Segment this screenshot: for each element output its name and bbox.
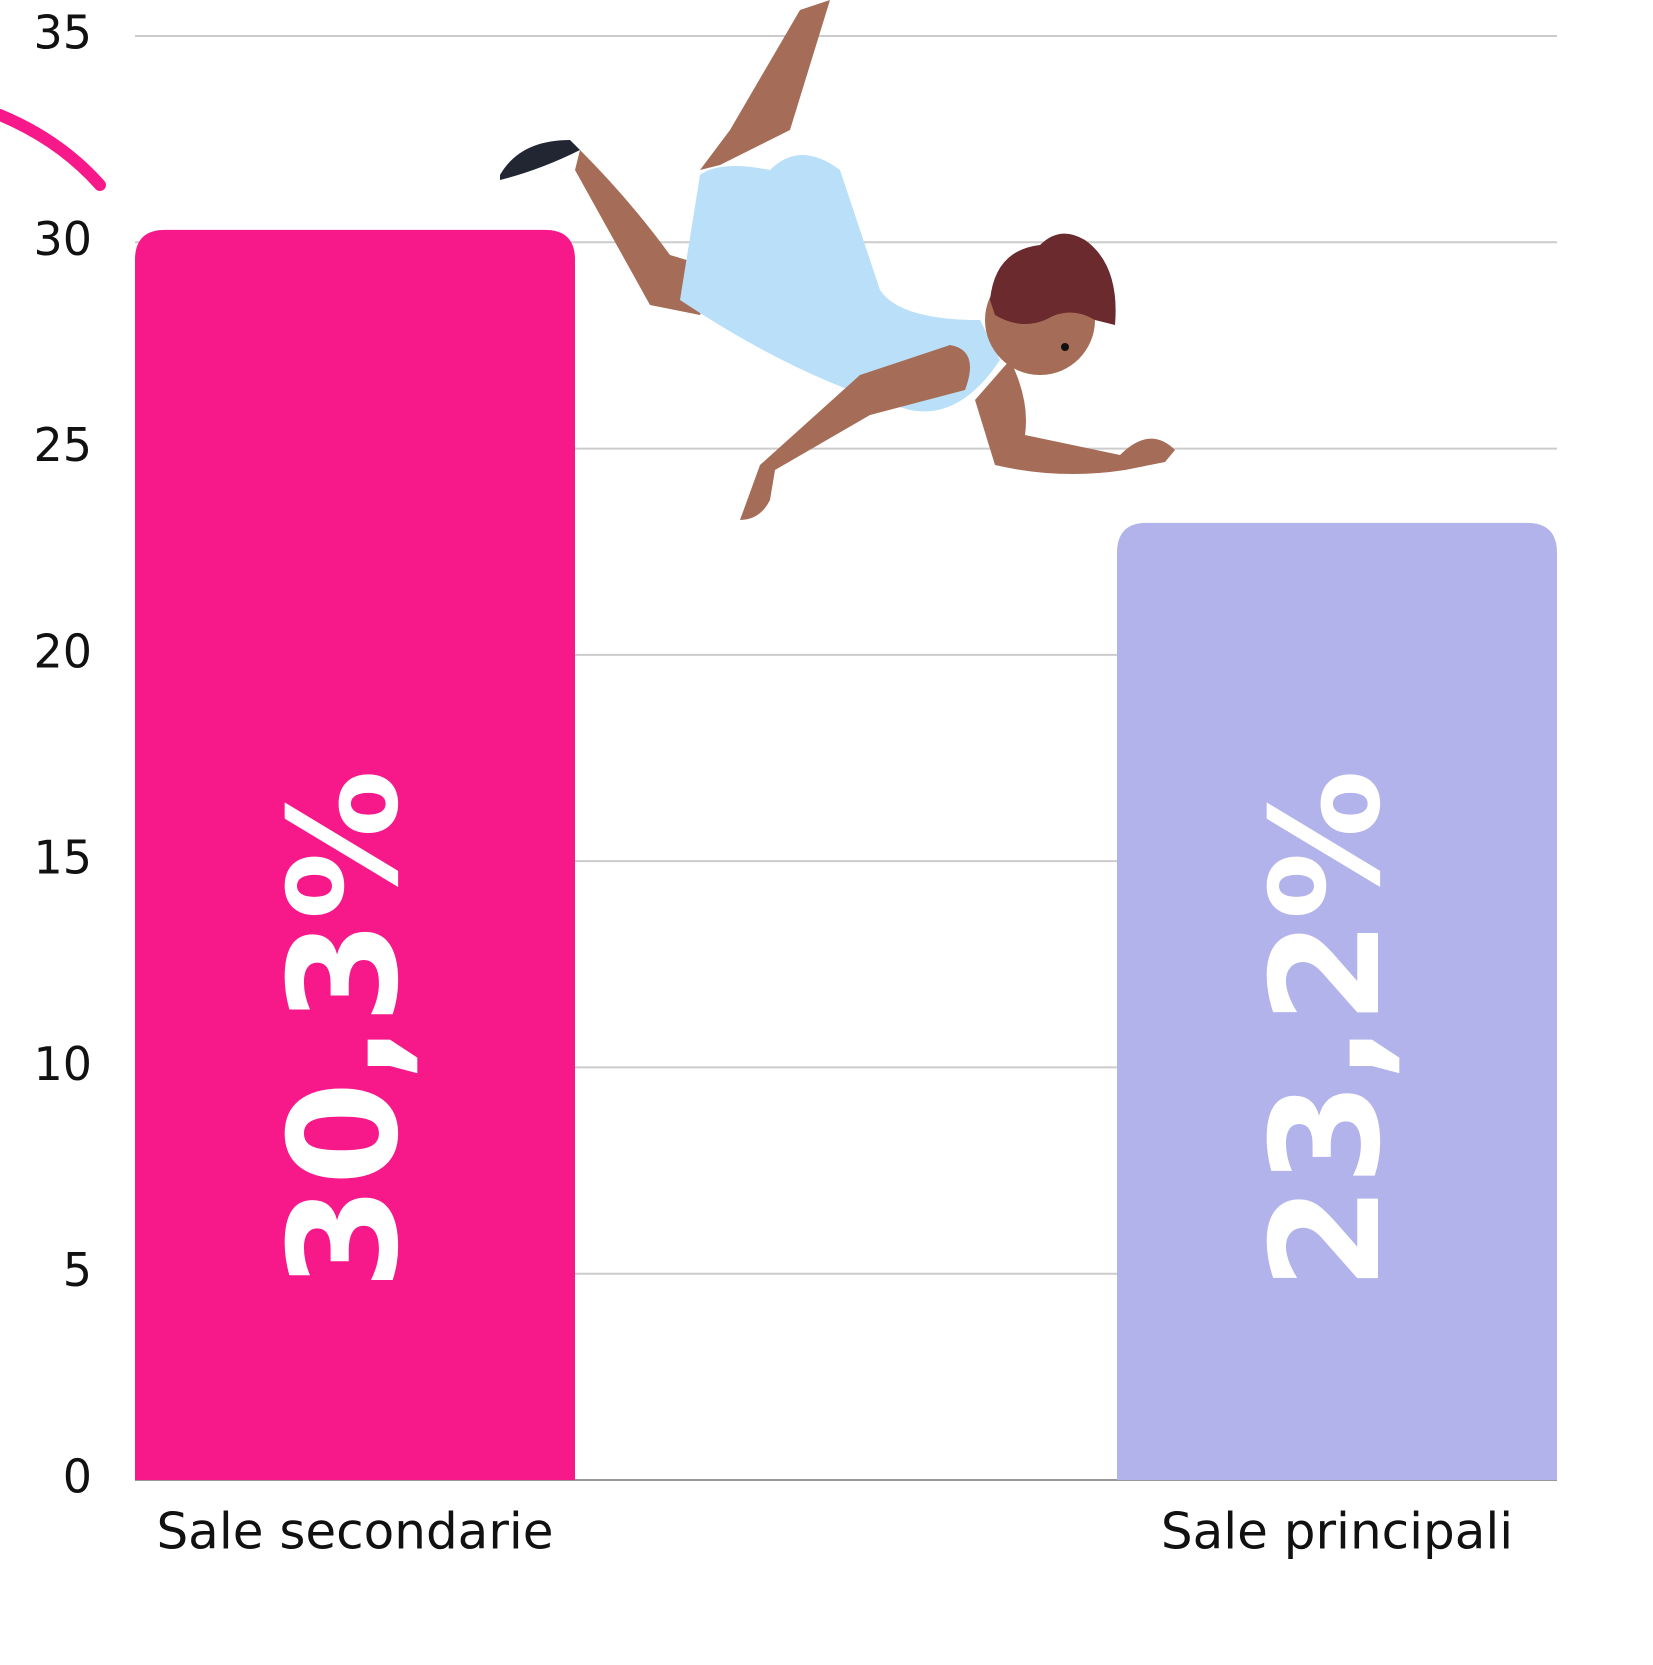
y-tick-label: 5 [63, 1243, 92, 1297]
falling-person [500, 0, 1175, 520]
y-tick-label: 25 [33, 418, 92, 472]
decor-stroke [0, 115, 100, 185]
y-tick-label: 0 [63, 1450, 92, 1504]
y-tick-label: 10 [33, 1037, 92, 1091]
x-tick-label: Sale principali [1161, 1503, 1513, 1561]
y-tick-label: 20 [33, 624, 92, 678]
value-label: 30,3% [258, 770, 432, 1290]
value-label: 23,2% [1240, 770, 1414, 1290]
y-tick-label: 30 [33, 212, 92, 266]
y-tick-label: 15 [33, 831, 92, 885]
x-tick-label: Sale secondarie [156, 1503, 553, 1561]
chart: 0 5 10 15 20 25 30 35 Sale secondarie 30,3% Sale p… [0, 0, 1653, 1665]
y-tick-label: 35 [33, 6, 92, 60]
